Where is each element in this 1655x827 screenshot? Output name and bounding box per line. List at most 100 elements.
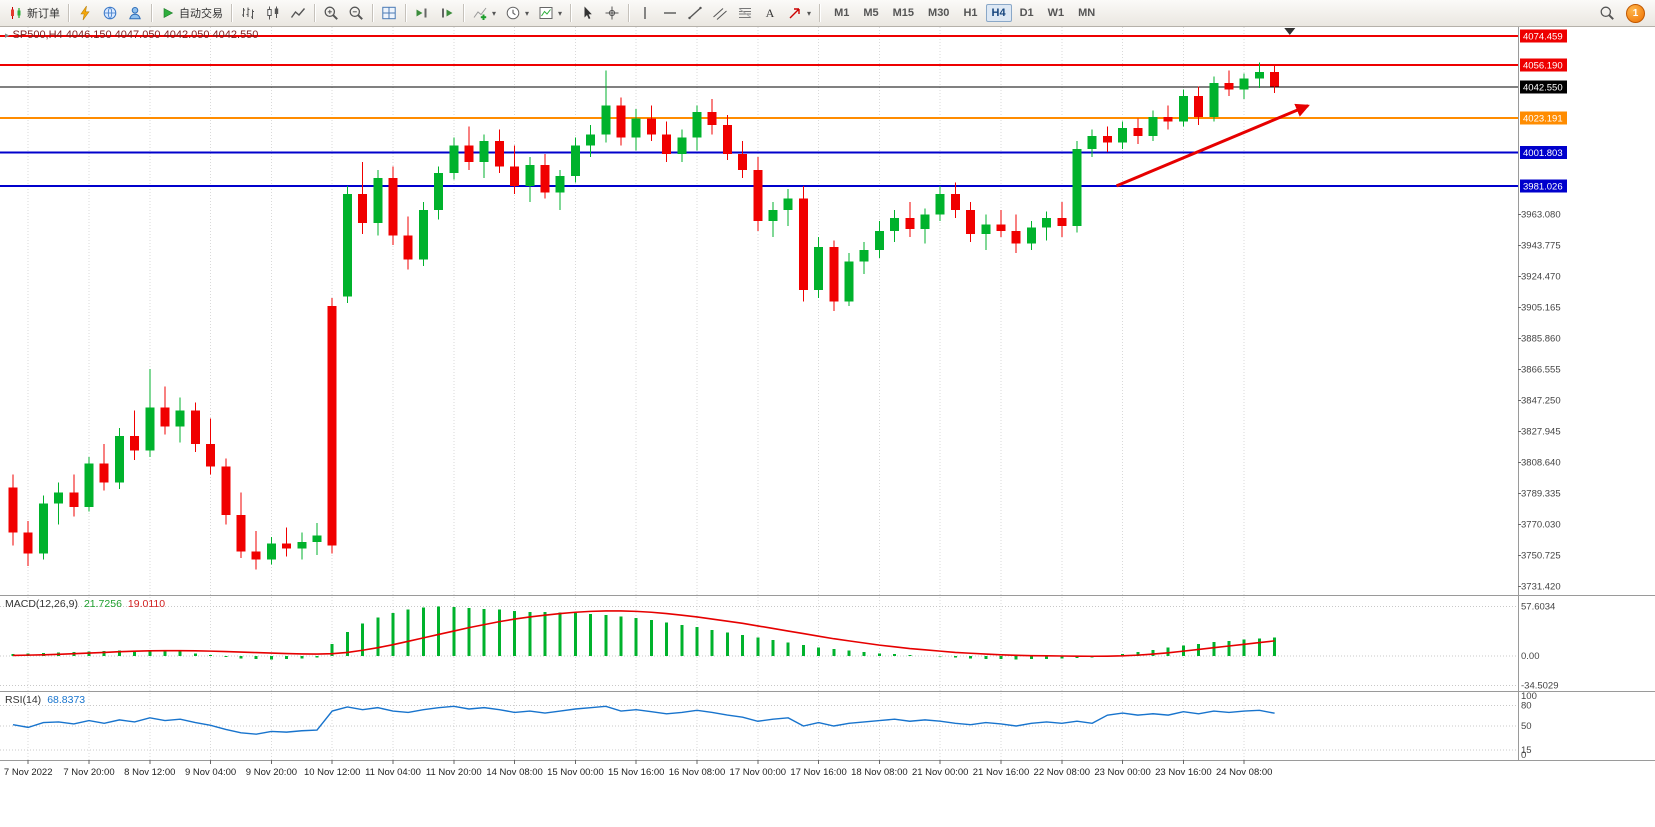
trendline-button[interactable] bbox=[683, 2, 707, 24]
candle bbox=[586, 134, 596, 146]
candle bbox=[1072, 148, 1082, 226]
templates-button[interactable]: ▾ bbox=[534, 2, 566, 24]
person-icon bbox=[127, 5, 143, 21]
arrow-tool-icon bbox=[787, 5, 803, 21]
dropdown-caret[interactable]: ▾ bbox=[558, 8, 563, 18]
vertical-line-button[interactable] bbox=[633, 2, 657, 24]
candle bbox=[555, 176, 565, 193]
chart-shift-marker[interactable] bbox=[1284, 28, 1296, 35]
channel-icon bbox=[712, 5, 728, 21]
toolbar-separator bbox=[819, 4, 821, 22]
toolbar-separator bbox=[314, 4, 315, 22]
lightning-icon bbox=[77, 5, 93, 21]
time-axis-label: 23 Nov 00:00 bbox=[1094, 767, 1151, 778]
horizontal-line-button[interactable] bbox=[658, 2, 682, 24]
candle bbox=[1224, 83, 1234, 90]
timeframe-button-M5[interactable]: M5 bbox=[857, 4, 884, 22]
mql5-button[interactable] bbox=[73, 2, 97, 24]
candle bbox=[692, 112, 702, 138]
zoom-in-icon bbox=[323, 5, 339, 21]
timeframe-button-D1[interactable]: D1 bbox=[1014, 4, 1040, 22]
timeframe-button-M1[interactable]: M1 bbox=[828, 4, 855, 22]
dropdown-caret[interactable]: ▾ bbox=[807, 8, 812, 18]
candle bbox=[935, 193, 945, 215]
candle bbox=[844, 261, 854, 302]
candle bbox=[23, 532, 33, 554]
one-click-trading-toggle[interactable]: ▸ bbox=[5, 30, 10, 40]
timeframe-button-H1[interactable]: H1 bbox=[957, 4, 983, 22]
fibonacci-icon bbox=[737, 5, 753, 21]
candle bbox=[950, 193, 960, 210]
autotrading-label: 自动交易 bbox=[179, 8, 223, 20]
new-order-button[interactable]: 新订单 bbox=[4, 2, 64, 24]
candle bbox=[874, 230, 884, 251]
timeframe-button-MN[interactable]: MN bbox=[1072, 4, 1101, 22]
price-axis-tick: 3731.420 bbox=[1521, 581, 1561, 592]
time-axis-label: 18 Nov 08:00 bbox=[851, 767, 908, 778]
autotrading-button[interactable]: 自动交易 bbox=[156, 2, 227, 24]
candle bbox=[99, 463, 109, 483]
crosshair-icon bbox=[604, 5, 620, 21]
zoom-out-button[interactable] bbox=[344, 2, 368, 24]
bar-chart-button[interactable] bbox=[236, 2, 260, 24]
line-chart-button[interactable] bbox=[286, 2, 310, 24]
timeframe-button-H4[interactable]: H4 bbox=[985, 4, 1012, 22]
notification-badge[interactable]: 1 bbox=[1626, 3, 1645, 23]
cursor-button[interactable] bbox=[575, 2, 599, 24]
channel-button[interactable] bbox=[708, 2, 732, 24]
candle bbox=[783, 198, 793, 210]
auto-scroll-button[interactable] bbox=[410, 2, 434, 24]
chart-shift-button[interactable] bbox=[435, 2, 459, 24]
price-tag bbox=[1520, 179, 1567, 193]
chart-canvas[interactable]: 3963.080 3943.775 3924.470 3905.165 3885.860… bbox=[0, 27, 1655, 826]
rsi-name: RSI(14) bbox=[5, 694, 42, 706]
candle bbox=[814, 246, 824, 291]
toolbar-separator bbox=[151, 4, 152, 22]
trend-arrow[interactable] bbox=[1115, 103, 1310, 188]
candle bbox=[1209, 83, 1219, 117]
fibonacci-button[interactable] bbox=[733, 2, 757, 24]
candle bbox=[646, 118, 656, 135]
indicators-button[interactable]: ▾ bbox=[468, 2, 500, 24]
candle bbox=[449, 145, 459, 174]
candle bbox=[114, 436, 124, 483]
tile-windows-button[interactable] bbox=[377, 2, 401, 24]
text-tool-button[interactable]: A bbox=[758, 2, 782, 24]
community-button[interactable] bbox=[123, 2, 147, 24]
time-axis-label: 24 Nov 08:00 bbox=[1216, 767, 1273, 778]
search-button[interactable] bbox=[1595, 2, 1619, 24]
candle bbox=[8, 487, 18, 533]
price-axis-tick: 3770.030 bbox=[1521, 519, 1561, 530]
candle bbox=[738, 153, 748, 170]
rsi-axis-tick: 80 bbox=[1521, 701, 1532, 712]
macd-signal-value: 19.0110 bbox=[127, 598, 166, 610]
price-tag-label: 4056.190 bbox=[1523, 61, 1563, 72]
price-axis-tick: 3847.250 bbox=[1521, 395, 1561, 406]
zoom-in-button[interactable] bbox=[319, 2, 343, 24]
dropdown-caret[interactable]: ▾ bbox=[492, 8, 497, 18]
candlestick-chart-icon bbox=[265, 5, 281, 21]
globe-icon bbox=[102, 5, 118, 21]
candlestick-chart-button[interactable] bbox=[261, 2, 285, 24]
candle bbox=[905, 217, 915, 230]
dropdown-caret[interactable]: ▾ bbox=[525, 8, 530, 18]
price-axis-tick: 3885.860 bbox=[1521, 334, 1561, 345]
periods-button[interactable]: ▾ bbox=[501, 2, 533, 24]
price-axis-tick: 3905.165 bbox=[1521, 303, 1561, 314]
timeframe-button-W1[interactable]: W1 bbox=[1042, 4, 1071, 22]
candle bbox=[920, 214, 930, 230]
candle bbox=[1239, 78, 1249, 90]
candle bbox=[525, 164, 535, 186]
time-axis-label: 9 Nov 20:00 bbox=[246, 767, 297, 778]
timeframe-button-M30[interactable]: M30 bbox=[922, 4, 955, 22]
candle bbox=[798, 198, 808, 291]
timeframe-button-M15[interactable]: M15 bbox=[887, 4, 920, 22]
rsi-line bbox=[12, 705, 1275, 735]
price-tag bbox=[1520, 58, 1567, 72]
market-button[interactable] bbox=[98, 2, 122, 24]
crosshair-button[interactable] bbox=[600, 2, 624, 24]
time-axis-label: 23 Nov 16:00 bbox=[1155, 767, 1212, 778]
time-axis-label: 11 Nov 20:00 bbox=[426, 767, 482, 778]
arrows-tool-button[interactable]: ▾ bbox=[783, 2, 815, 24]
price-axis-tick: 3963.080 bbox=[1521, 210, 1561, 221]
